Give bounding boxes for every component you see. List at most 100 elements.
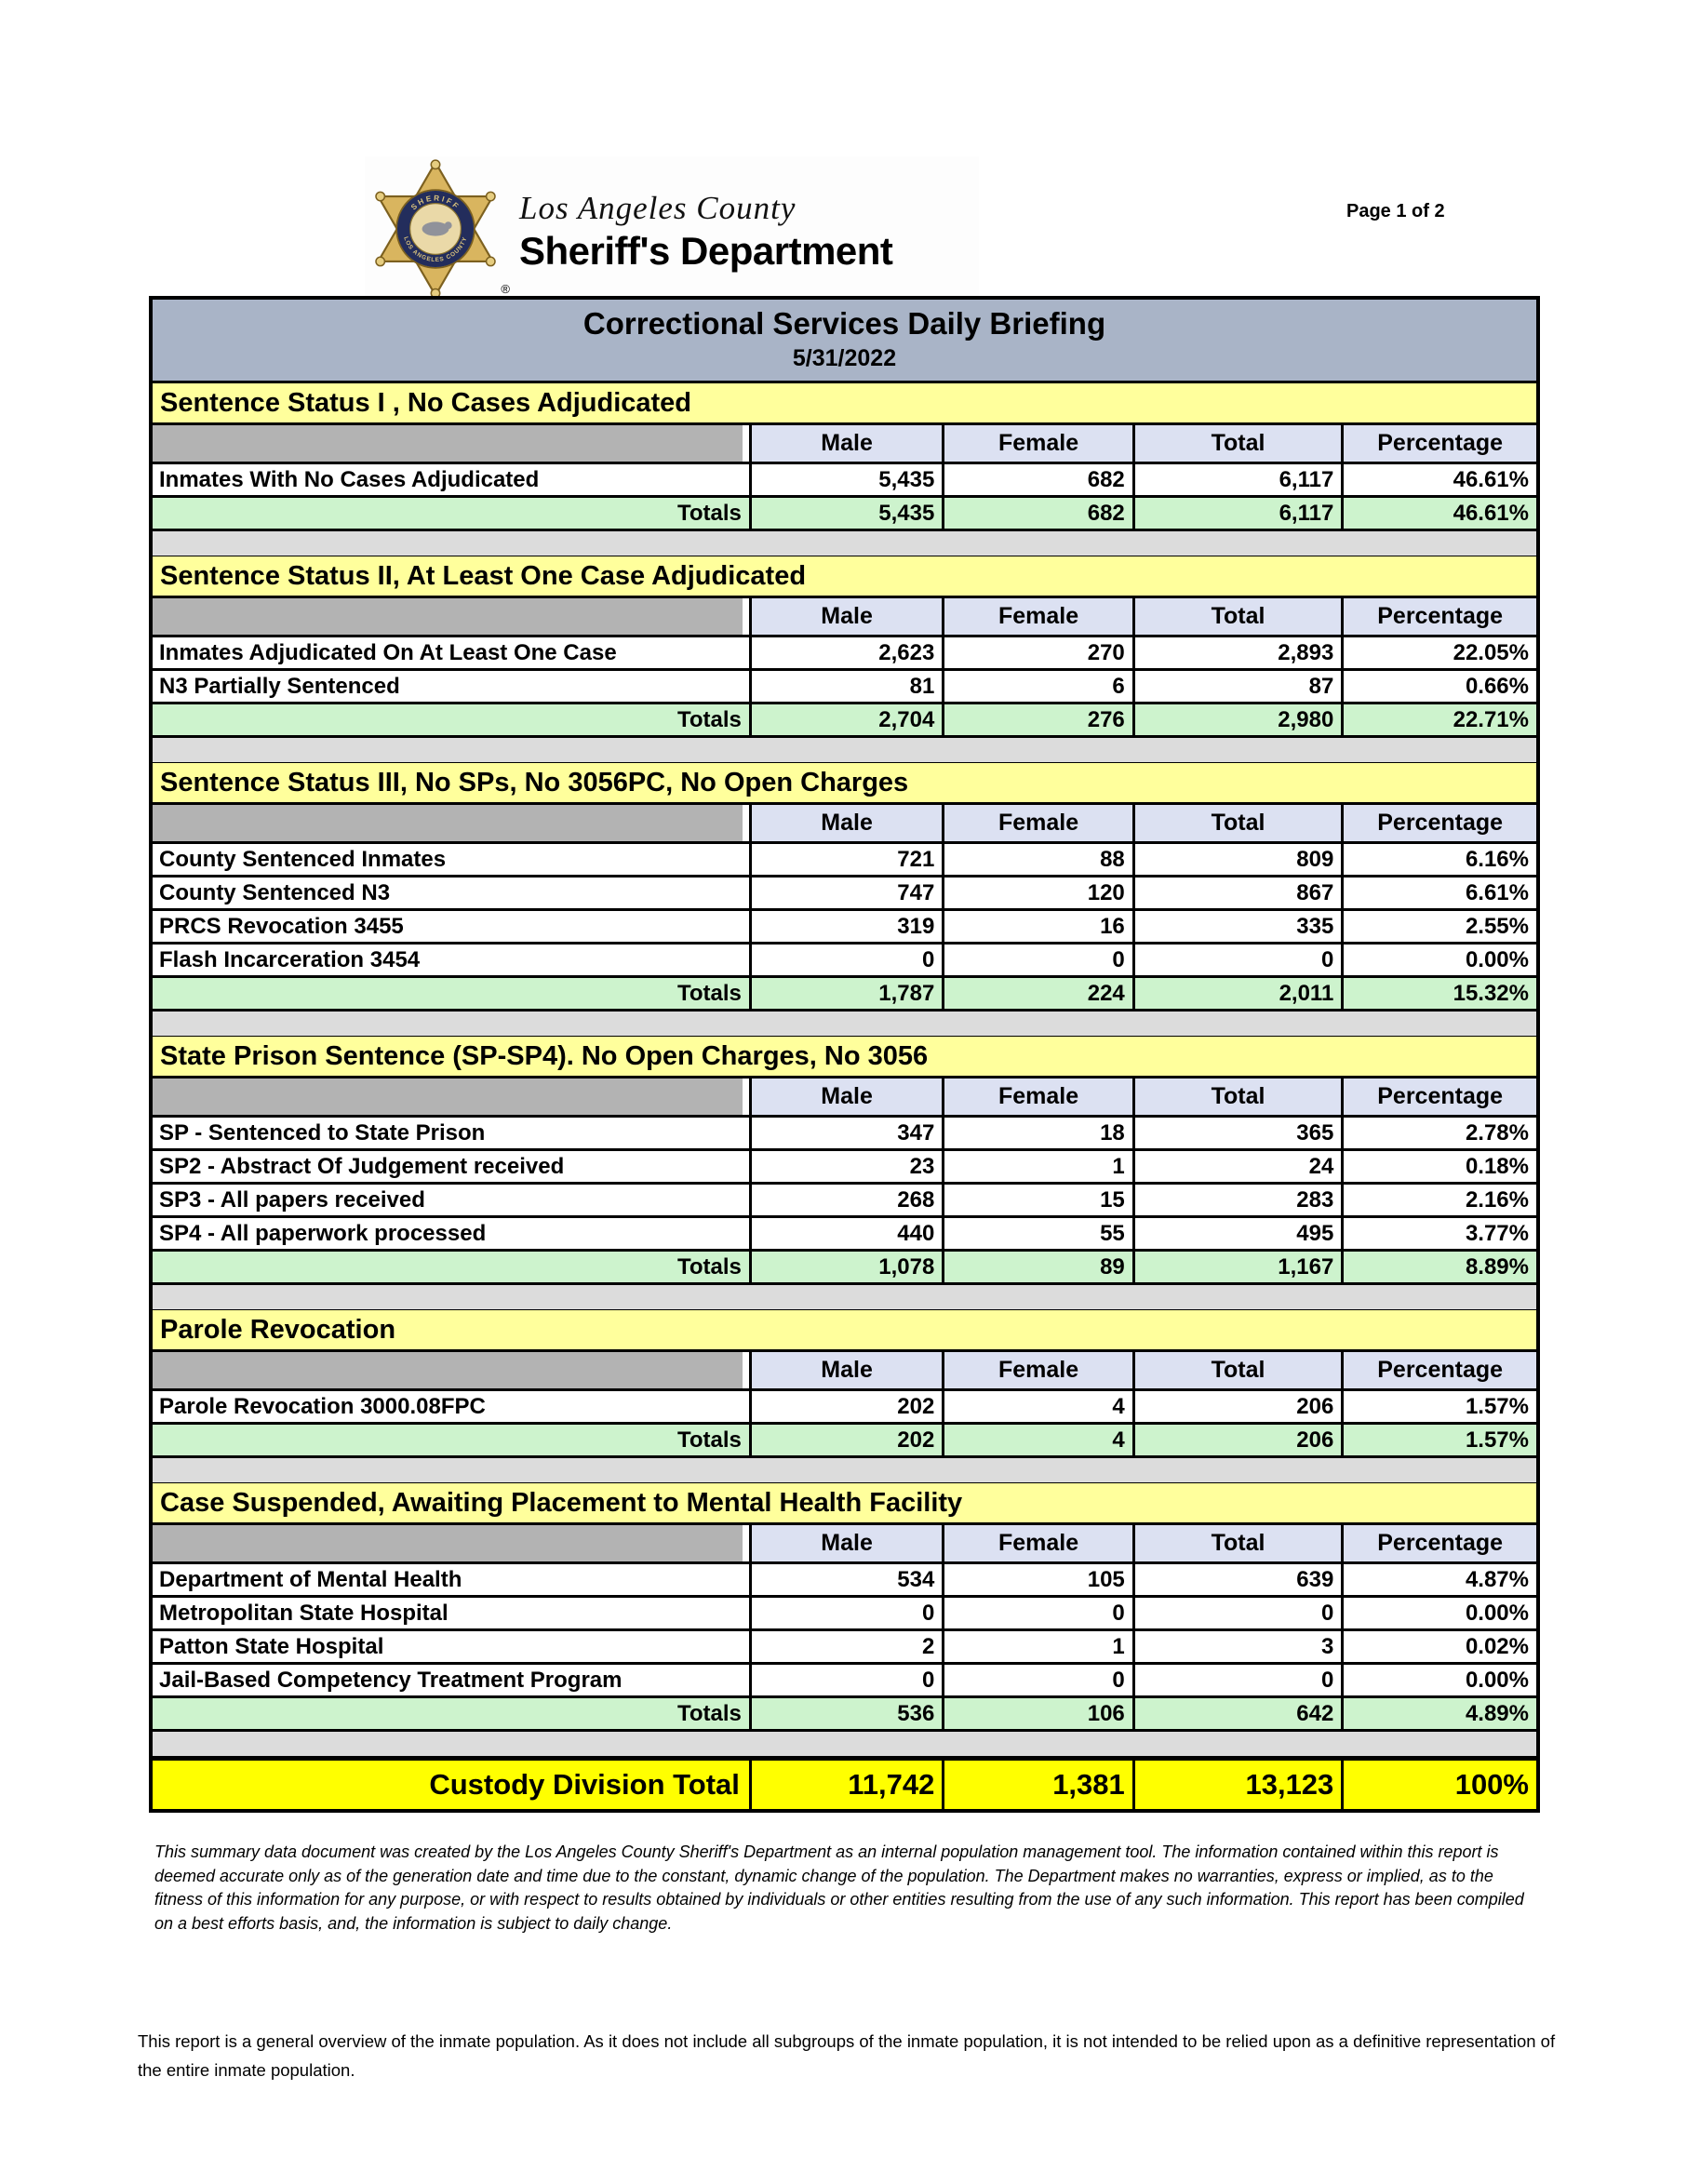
- male-value: 202: [748, 1391, 942, 1422]
- table-row: County Sentenced N3 747 120 867 6.61%: [153, 875, 1536, 908]
- row-label: SP3 - All papers received: [159, 1186, 425, 1213]
- table-row: SP4 - All paperwork processed 440 55 495 3.7…: [153, 1215, 1536, 1249]
- percentage-value: 4.87%: [1341, 1564, 1536, 1595]
- grand-total-female: 1,381: [942, 1761, 1131, 1809]
- totals-female-value: 682: [942, 498, 1131, 529]
- male-value: 319: [748, 911, 942, 942]
- male-value: 0: [748, 945, 942, 975]
- table-row: Jail-Based Competency Treatment Program 0…: [153, 1662, 1536, 1695]
- column-header-percentage: Percentage: [1341, 805, 1536, 841]
- totals-male-value: 1,078: [748, 1252, 942, 1282]
- totals-label: Totals: [676, 500, 742, 526]
- percentage-value: 0.00%: [1341, 945, 1536, 975]
- table-row: SP - Sentenced to State Prison 347 18 365 2.…: [153, 1115, 1536, 1148]
- table-row: Inmates With No Cases Adjudicated 5,435 68…: [153, 462, 1536, 495]
- percentage-value: 2.78%: [1341, 1118, 1536, 1148]
- section-title-3: Sentence Status III, No SPs, No 3056PC, …: [153, 763, 1536, 802]
- totals-label: Totals: [676, 1253, 742, 1280]
- header-empty-cell: [153, 425, 743, 462]
- section-spacer: [153, 1455, 1536, 1483]
- female-value: 120: [942, 878, 1131, 908]
- column-header-row: Male Female Total Percentage: [153, 1522, 1536, 1561]
- report-date: 5/31/2022: [792, 345, 897, 371]
- report-sections: Sentence Status I , No Cases Adjudicated…: [153, 383, 1536, 1757]
- totals-female-value: 89: [942, 1252, 1131, 1282]
- male-value: 0: [748, 1598, 942, 1628]
- column-header-female: Female: [942, 425, 1132, 462]
- section-title-6: Case Suspended, Awaiting Placement to Me…: [153, 1483, 1536, 1522]
- table-row: Flash Incarceration 3454 0 0 0 0.00%: [153, 942, 1536, 975]
- column-header-total: Total: [1131, 1079, 1342, 1115]
- section-spacer: [153, 735, 1536, 763]
- male-value: 268: [748, 1185, 942, 1215]
- male-value: 721: [748, 844, 942, 875]
- totals-total-value: 642: [1131, 1698, 1342, 1729]
- bear-icon: [422, 221, 449, 236]
- percentage-value: 2.16%: [1341, 1185, 1536, 1215]
- row-label: Jail-Based Competency Treatment Program: [159, 1667, 623, 1693]
- totals-label: Totals: [676, 1427, 742, 1453]
- column-header-total: Total: [1131, 1352, 1342, 1388]
- total-value: 0: [1131, 945, 1342, 975]
- female-value: 105: [942, 1564, 1131, 1595]
- section-spacer: [153, 1729, 1536, 1757]
- column-header-female: Female: [942, 1079, 1132, 1115]
- totals-female-value: 276: [942, 704, 1131, 735]
- totals-total-value: 6,117: [1131, 498, 1342, 529]
- total-value: 639: [1131, 1564, 1342, 1595]
- column-header-male: Male: [748, 598, 943, 635]
- column-header-total: Total: [1131, 1525, 1342, 1561]
- column-header-male: Male: [748, 1079, 943, 1115]
- female-value: 1: [942, 1631, 1131, 1662]
- female-value: 88: [942, 844, 1131, 875]
- column-header-percentage: Percentage: [1341, 1352, 1536, 1388]
- section-spacer: [153, 529, 1536, 556]
- table-row: SP3 - All papers received 268 15 283 2.16%: [153, 1182, 1536, 1215]
- page-number: Page 1 of 2: [1346, 201, 1445, 221]
- female-value: 6: [942, 671, 1131, 702]
- column-header-male: Male: [748, 1525, 943, 1561]
- totals-total-value: 206: [1131, 1425, 1342, 1455]
- totals-label: Totals: [676, 1700, 742, 1726]
- section-spacer: [153, 1282, 1536, 1310]
- totals-percentage-value: 22.71%: [1341, 704, 1536, 735]
- header-empty-cell: [153, 1352, 743, 1388]
- totals-male-value: 2,704: [748, 704, 942, 735]
- logo-department-text: Sheriff's Department: [519, 229, 893, 273]
- male-value: 2: [748, 1631, 942, 1662]
- grand-total-percentage: 100%: [1341, 1761, 1536, 1809]
- total-value: 87: [1131, 671, 1342, 702]
- column-header-male: Male: [748, 805, 943, 841]
- column-header-row: Male Female Total Percentage: [153, 422, 1536, 462]
- column-header-percentage: Percentage: [1341, 1079, 1536, 1115]
- row-label: N3 Partially Sentenced: [159, 673, 400, 699]
- percentage-value: 0.18%: [1341, 1151, 1536, 1182]
- male-value: 23: [748, 1151, 942, 1182]
- totals-percentage-value: 46.61%: [1341, 498, 1536, 529]
- logo-county-text: Los Angeles County: [519, 190, 797, 226]
- table-row: Inmates Adjudicated On At Least One Case…: [153, 635, 1536, 668]
- column-header-female: Female: [942, 1352, 1132, 1388]
- totals-male-value: 536: [748, 1698, 942, 1729]
- column-header-male: Male: [748, 1352, 943, 1388]
- row-label: Department of Mental Health: [159, 1566, 462, 1592]
- table-row: Parole Revocation 3000.08FPC 202 4 206 1.57%: [153, 1388, 1536, 1422]
- percentage-value: 2.55%: [1341, 911, 1536, 942]
- table-row: Metropolitan State Hospital 0 0 0 0.00%: [153, 1595, 1536, 1628]
- totals-male-value: 202: [748, 1425, 942, 1455]
- grand-total-label: Custody Division Total: [429, 1768, 740, 1801]
- percentage-value: 0.00%: [1341, 1598, 1536, 1628]
- percentage-value: 0.66%: [1341, 671, 1536, 702]
- row-label: SP4 - All paperwork processed: [159, 1220, 487, 1246]
- percentage-value: 46.61%: [1341, 464, 1536, 495]
- table-row: N3 Partially Sentenced 81 6 87 0.66%: [153, 668, 1536, 702]
- totals-female-value: 4: [942, 1425, 1131, 1455]
- header-empty-cell: [153, 805, 743, 841]
- report-title: Correctional Services Daily Briefing: [582, 306, 1106, 341]
- section-title-1: Sentence Status I , No Cases Adjudicated: [153, 383, 1536, 422]
- totals-male-value: 5,435: [748, 498, 942, 529]
- female-value: 55: [942, 1218, 1131, 1249]
- total-value: 495: [1131, 1218, 1342, 1249]
- totals-percentage-value: 15.32%: [1341, 978, 1536, 1009]
- female-value: 0: [942, 945, 1131, 975]
